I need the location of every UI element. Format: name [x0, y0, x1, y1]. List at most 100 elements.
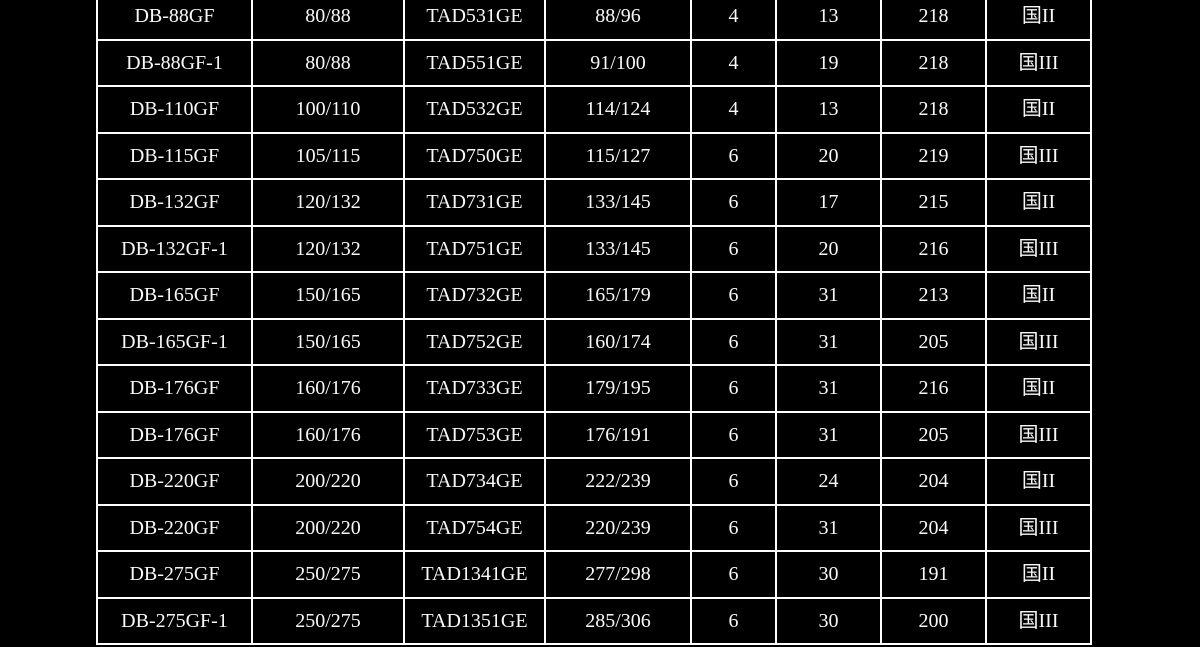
table-cell: 200/220: [251, 457, 405, 506]
table-cell: 6: [690, 271, 777, 320]
table-row: DB-88GF 80/88 TAD531GE 88/96 4 13 218 国II: [96, 0, 1092, 41]
table-cell: 24: [775, 457, 882, 506]
table-cell: DB-132GF-1: [96, 224, 253, 273]
table-cell: 133/145: [544, 224, 692, 273]
table-cell: 30: [775, 596, 882, 645]
table-cell: 国III: [985, 38, 1092, 87]
table-cell: DB-275GF: [96, 550, 253, 599]
table-cell: 114/124: [544, 85, 692, 134]
table-cell: 165/179: [544, 271, 692, 320]
table-cell: 国II: [985, 85, 1092, 134]
table-cell: 150/165: [251, 317, 405, 366]
table-cell: 105/115: [251, 131, 405, 180]
table-cell: 国II: [985, 550, 1092, 599]
table-cell: TAD750GE: [403, 131, 546, 180]
table-cell: 31: [775, 317, 882, 366]
table-row: DB-220GF 200/220 TAD734GE 222/239 6 24 204 国II: [96, 457, 1092, 506]
table-cell: 191: [880, 550, 987, 599]
table-cell: 6: [690, 503, 777, 552]
table-cell: DB-110GF: [96, 85, 253, 134]
table-cell: 218: [880, 85, 987, 134]
table-cell: 80/88: [251, 0, 405, 41]
table-cell: TAD1351GE: [403, 596, 546, 645]
table-cell: 120/132: [251, 178, 405, 227]
table-cell: 13: [775, 0, 882, 41]
table-cell: 31: [775, 271, 882, 320]
table-cell: DB-176GF: [96, 410, 253, 459]
table-cell: 国II: [985, 0, 1092, 41]
table-cell: 179/195: [544, 364, 692, 413]
table-cell: TAD734GE: [403, 457, 546, 506]
table-cell: 200/220: [251, 503, 405, 552]
table-cell: 4: [690, 0, 777, 41]
table-cell: 250/275: [251, 596, 405, 645]
table-cell: 150/165: [251, 271, 405, 320]
table-cell: 31: [775, 410, 882, 459]
table-row: DB-220GF 200/220 TAD754GE 220/239 6 31 204 国III: [96, 503, 1092, 552]
table-cell: 6: [690, 410, 777, 459]
table-cell: 219: [880, 131, 987, 180]
table-cell: 218: [880, 38, 987, 87]
table-cell: 204: [880, 457, 987, 506]
table-cell: 6: [690, 596, 777, 645]
table-cell: 6: [690, 178, 777, 227]
table-cell: 6: [690, 364, 777, 413]
table-cell: 国III: [985, 317, 1092, 366]
table-row: DB-275GF-1 250/275 TAD1351GE 285/306 6 30 200 国…: [96, 596, 1092, 645]
table-cell: 160/176: [251, 364, 405, 413]
table-cell: TAD754GE: [403, 503, 546, 552]
table-cell: 160/174: [544, 317, 692, 366]
spec-table: DB-88GF 80/88 TAD531GE 88/96 4 13 218 国II DB-88G…: [96, 0, 1092, 645]
table-cell: 6: [690, 317, 777, 366]
table-cell: TAD733GE: [403, 364, 546, 413]
table-cell: 285/306: [544, 596, 692, 645]
table-cell: TAD532GE: [403, 85, 546, 134]
table-cell: 31: [775, 364, 882, 413]
table-cell: 220/239: [544, 503, 692, 552]
table-row: DB-275GF 250/275 TAD1341GE 277/298 6 30 191 国II: [96, 550, 1092, 599]
table-cell: 6: [690, 224, 777, 273]
table-cell: 176/191: [544, 410, 692, 459]
table-cell: 213: [880, 271, 987, 320]
table-cell: 20: [775, 224, 882, 273]
table-cell: 88/96: [544, 0, 692, 41]
table-row: DB-176GF 160/176 TAD733GE 179/195 6 31 216 国II: [96, 364, 1092, 413]
table-row: DB-132GF-1 120/132 TAD751GE 133/145 6 20 216 国I…: [96, 224, 1092, 273]
table-cell: TAD731GE: [403, 178, 546, 227]
table-cell: 200: [880, 596, 987, 645]
table-cell: 国II: [985, 364, 1092, 413]
table-cell: 6: [690, 131, 777, 180]
table-cell: 国II: [985, 457, 1092, 506]
table-cell: DB-176GF: [96, 364, 253, 413]
table-cell: 6: [690, 550, 777, 599]
table-row: DB-165GF-1 150/165 TAD752GE 160/174 6 31 205 国I…: [96, 317, 1092, 366]
table-cell: 31: [775, 503, 882, 552]
table-cell: TAD732GE: [403, 271, 546, 320]
table-cell: 国III: [985, 131, 1092, 180]
table-cell: DB-220GF: [96, 457, 253, 506]
table-cell: TAD551GE: [403, 38, 546, 87]
table-row: DB-132GF 120/132 TAD731GE 133/145 6 17 215 国II: [96, 178, 1092, 227]
table-cell: 13: [775, 85, 882, 134]
table-cell: DB-165GF: [96, 271, 253, 320]
table-cell: 20: [775, 131, 882, 180]
table-cell: DB-88GF-1: [96, 38, 253, 87]
spec-table-body: DB-88GF 80/88 TAD531GE 88/96 4 13 218 国II DB-88G…: [96, 0, 1092, 645]
table-cell: 277/298: [544, 550, 692, 599]
table-cell: 80/88: [251, 38, 405, 87]
table-cell: 国III: [985, 410, 1092, 459]
table-cell: DB-132GF: [96, 178, 253, 227]
table-cell: 国II: [985, 271, 1092, 320]
table-cell: 205: [880, 317, 987, 366]
table-cell: 215: [880, 178, 987, 227]
table-cell: 205: [880, 410, 987, 459]
table-cell: 120/132: [251, 224, 405, 273]
table-cell: DB-165GF-1: [96, 317, 253, 366]
table-cell: TAD753GE: [403, 410, 546, 459]
table-cell: DB-88GF: [96, 0, 253, 41]
table-cell: 91/100: [544, 38, 692, 87]
table-cell: 国III: [985, 224, 1092, 273]
table-row: DB-115GF 105/115 TAD750GE 115/127 6 20 219 国III: [96, 131, 1092, 180]
table-cell: 国II: [985, 178, 1092, 227]
table-cell: 160/176: [251, 410, 405, 459]
